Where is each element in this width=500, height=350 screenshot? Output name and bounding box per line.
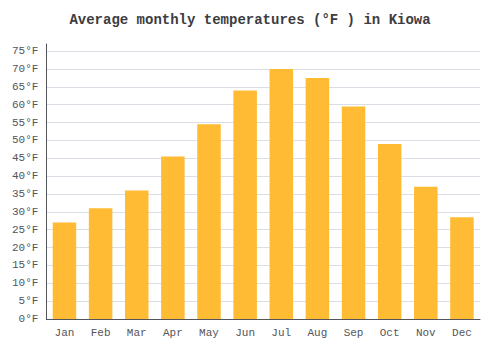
svg-text:Jun: Jun <box>235 327 255 339</box>
svg-text:60°F: 60°F <box>12 99 38 111</box>
svg-text:65°F: 65°F <box>12 81 38 93</box>
svg-text:Feb: Feb <box>91 327 111 339</box>
svg-text:40°F: 40°F <box>12 170 38 182</box>
svg-text:15°F: 15°F <box>12 259 38 271</box>
svg-text:Aug: Aug <box>307 327 327 339</box>
svg-text:75°F: 75°F <box>12 45 38 57</box>
svg-text:Jan: Jan <box>55 327 75 339</box>
svg-text:25°F: 25°F <box>12 224 38 236</box>
svg-text:55°F: 55°F <box>12 117 38 129</box>
svg-text:30°F: 30°F <box>12 206 38 218</box>
svg-text:70°F: 70°F <box>12 63 38 75</box>
svg-text:Dec: Dec <box>452 327 472 339</box>
svg-text:50°F: 50°F <box>12 134 38 146</box>
svg-text:20°F: 20°F <box>12 242 38 254</box>
svg-text:Apr: Apr <box>163 327 183 339</box>
svg-text:10°F: 10°F <box>12 277 38 289</box>
svg-text:5°F: 5°F <box>19 295 39 307</box>
svg-text:Jul: Jul <box>271 327 291 339</box>
svg-text:35°F: 35°F <box>12 188 38 200</box>
svg-text:0°F: 0°F <box>19 313 39 325</box>
svg-text:Nov: Nov <box>416 327 436 339</box>
svg-text:Mar: Mar <box>127 327 147 339</box>
svg-text:Average monthly temperatures (: Average monthly temperatures (°F ) in Ki… <box>69 12 431 28</box>
svg-text:May: May <box>199 327 219 339</box>
svg-text:Sep: Sep <box>344 327 364 339</box>
svg-text:45°F: 45°F <box>12 152 38 164</box>
svg-text:Oct: Oct <box>380 327 400 339</box>
